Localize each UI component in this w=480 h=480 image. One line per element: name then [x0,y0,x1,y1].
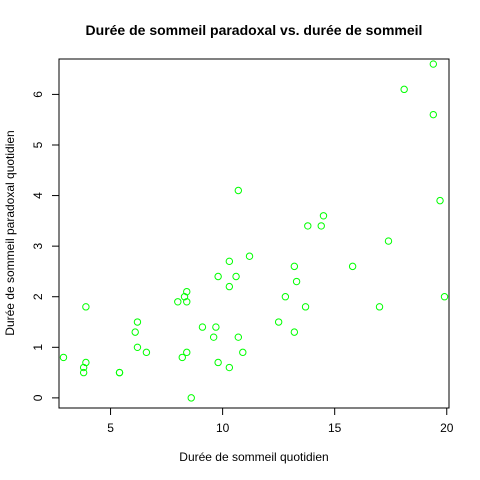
data-point [234,333,243,341]
data-point [400,85,408,94]
y-tick-label: 0 [31,394,45,401]
x-tick-label: 10 [216,421,230,435]
y-axis: 0 1 2 3 4 5 6 [31,91,60,401]
x-axis-label: Durée de sommeil quotidien [179,450,328,464]
data-point [183,298,191,306]
data-point [82,303,90,311]
data-point [59,353,68,362]
data-point [290,262,299,271]
data-point [290,328,299,336]
y-tick-label: 2 [31,293,45,300]
data-points [59,60,449,402]
data-point [234,186,243,195]
data-point [209,333,218,341]
data-point [440,293,449,301]
chart-title: Durée de sommeil paradoxal vs. durée de … [86,22,423,38]
x-axis: 5 10 15 20 [107,407,454,435]
data-point [348,262,357,271]
x-tick-label: 15 [328,421,342,435]
data-point [436,196,444,205]
data-point [214,358,222,367]
data-point [183,348,191,357]
x-tick-label: 5 [107,421,114,435]
data-point [131,328,139,336]
y-tick-label: 4 [31,192,45,199]
y-tick-label: 6 [31,91,45,98]
data-point [183,287,191,296]
plot-frame [58,58,450,409]
data-point [198,323,207,331]
data-point [133,343,142,352]
y-tick-label: 1 [31,344,45,351]
data-point [214,272,222,281]
data-point [429,60,438,68]
data-point [317,222,325,230]
data-point [225,257,234,266]
y-tick-label: 3 [31,242,45,249]
y-axis-label: Durée de sommeil paradoxal quotidien [3,130,17,335]
data-point [239,348,247,357]
data-point [304,222,312,230]
data-point [301,303,310,311]
data-point [133,318,142,326]
data-point [187,394,195,402]
data-point [82,358,90,367]
data-point [174,298,182,306]
data-point [115,368,124,377]
data-point [79,368,88,377]
data-point [281,293,290,301]
data-point [274,318,283,326]
data-point [225,363,234,372]
data-point [429,110,438,119]
y-tick-label: 5 [31,141,45,148]
data-point [292,277,301,286]
x-tick-label: 20 [440,421,454,435]
data-point [384,237,393,245]
data-point [375,303,384,311]
data-point [319,212,328,220]
data-point [225,282,234,291]
data-point [232,272,240,281]
data-point [245,252,254,260]
data-point [178,353,186,362]
data-point [142,348,151,357]
data-point [212,323,220,331]
